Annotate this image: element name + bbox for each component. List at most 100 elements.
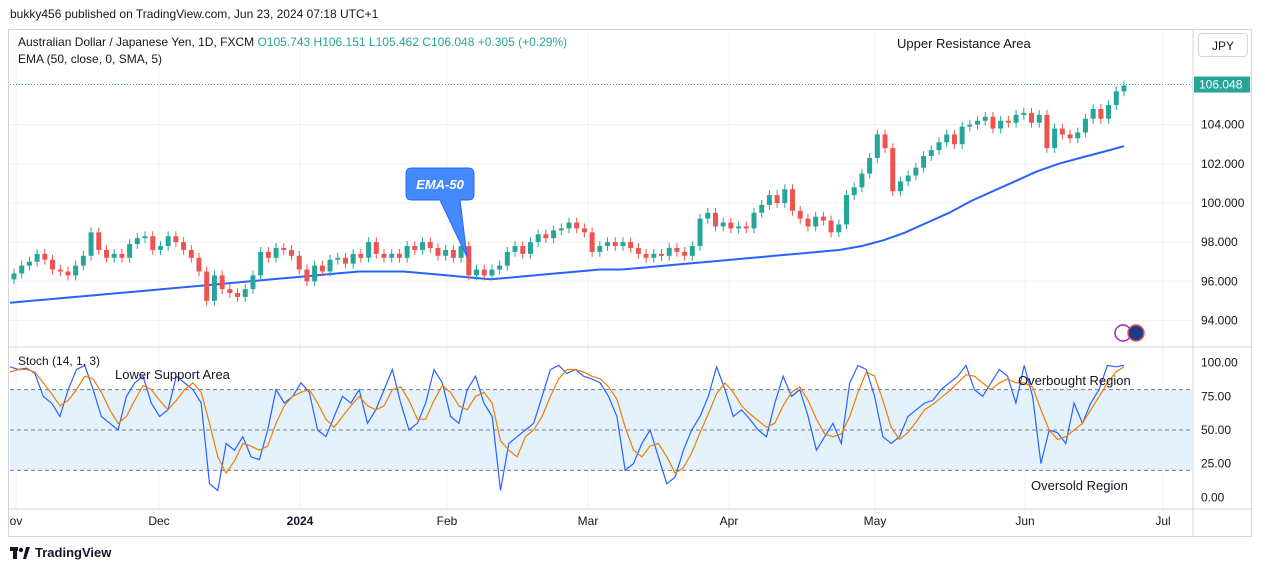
candle-body [335, 257, 341, 260]
candle-body [990, 116, 996, 129]
candle-body [420, 242, 426, 250]
candle-body [481, 269, 487, 276]
upper-resistance-label: Upper Resistance Area [897, 36, 1031, 51]
price-tick-label: 104.000 [1201, 118, 1245, 132]
candle-body [366, 242, 372, 258]
candle-body [844, 195, 849, 225]
candle-body [165, 236, 171, 247]
candle-body [720, 222, 726, 227]
price-tick-label: 98.000 [1201, 235, 1238, 249]
candle-body [19, 265, 25, 274]
candle-body [227, 289, 233, 294]
candle-body [11, 273, 17, 280]
candle-body [944, 134, 950, 143]
stoch-tick-label: 100.00 [1201, 356, 1238, 370]
lower-support-label: Lower Support Area [115, 367, 231, 382]
candle-body [88, 232, 94, 256]
candle-body [443, 249, 449, 256]
candle-body [304, 269, 310, 282]
candle-body [659, 253, 664, 256]
overlays: Upper Resistance Area Lower Support Area O… [115, 36, 1250, 493]
candles-layer [11, 80, 1127, 306]
candle-body [466, 246, 472, 276]
candle-body [96, 232, 102, 250]
candle-body [597, 246, 603, 252]
candle-body [797, 210, 803, 219]
candle-body [643, 253, 649, 258]
candle-body [975, 120, 981, 125]
time-tick-label: Jun [1015, 514, 1034, 528]
candle-body [728, 222, 734, 229]
candle-body [581, 228, 587, 233]
candle-body [882, 134, 888, 149]
candle-body [150, 236, 156, 250]
candle-body [605, 242, 611, 247]
time-tick-label: Apr [720, 514, 739, 528]
candle-body [890, 148, 896, 192]
overbought-label: Overbought Region [1018, 373, 1131, 388]
price-tick-label: 96.000 [1201, 274, 1238, 288]
candle-body [574, 222, 580, 229]
change-value: +0.305 (+0.29%) [477, 35, 568, 49]
candle-body [674, 247, 680, 252]
price-badge-label: 106.048 [1199, 78, 1243, 92]
candle-body [296, 255, 302, 270]
stoch-k-line [9, 364, 1125, 492]
candle-body [759, 204, 765, 213]
tradingview-logo-icon [10, 546, 30, 559]
candle-body [535, 234, 541, 243]
currency-button[interactable]: JPY [1198, 33, 1248, 57]
time-tick-label: ov [10, 514, 23, 528]
candle-body [1005, 120, 1011, 123]
candle-body [127, 244, 133, 258]
stoch-tick-label: 0.00 [1201, 490, 1225, 504]
ema-callout-label: EMA-50 [416, 177, 464, 192]
candle-body [813, 216, 819, 227]
candle-body [1021, 112, 1027, 115]
candle-body [34, 253, 40, 262]
candle-body [458, 246, 464, 258]
candle-body [258, 251, 264, 276]
candle-body [543, 234, 549, 239]
candle-body [196, 257, 202, 272]
candle-body [42, 253, 48, 260]
candle-body [1090, 108, 1096, 119]
candle-body [736, 226, 742, 229]
candle-body [790, 189, 796, 211]
candle-body [836, 224, 842, 233]
candle-body [1044, 114, 1050, 149]
candle-body [80, 255, 86, 266]
candle-body [1036, 114, 1042, 123]
candle-body [527, 242, 533, 254]
top-bar: bukky456 published on TradingView.com, J… [0, 0, 1265, 30]
time-tick-label: May [864, 514, 887, 528]
price-badge-bg [1194, 76, 1250, 93]
candle-body [204, 271, 210, 301]
candle-body [828, 220, 834, 233]
candle-body [396, 253, 402, 258]
stoch-tick-label: 25.00 [1201, 457, 1231, 471]
candle-body [427, 242, 433, 248]
stoch-tick-label: 75.00 [1201, 389, 1231, 403]
chart-frame[interactable] [8, 29, 1252, 537]
candle-body [897, 181, 903, 192]
candle-body [1106, 105, 1112, 119]
candle-body [157, 246, 163, 250]
candle-body [1121, 85, 1127, 92]
candle-body [874, 134, 880, 158]
candle-body [289, 249, 294, 256]
time-tick-label: Mar [578, 514, 599, 528]
candle-body [319, 265, 325, 272]
footer-brand: TradingView [10, 545, 111, 560]
candle-body [766, 195, 772, 205]
candle-body [936, 142, 942, 151]
candle-body [381, 253, 387, 258]
time-tick-label: Feb [437, 514, 458, 528]
published-info: bukky456 published on TradingView.com, J… [10, 7, 379, 21]
candle-body [1113, 91, 1119, 106]
candle-body [712, 212, 718, 227]
candle-body [1059, 128, 1065, 135]
candle-body [142, 236, 148, 239]
candle-body [358, 253, 364, 258]
